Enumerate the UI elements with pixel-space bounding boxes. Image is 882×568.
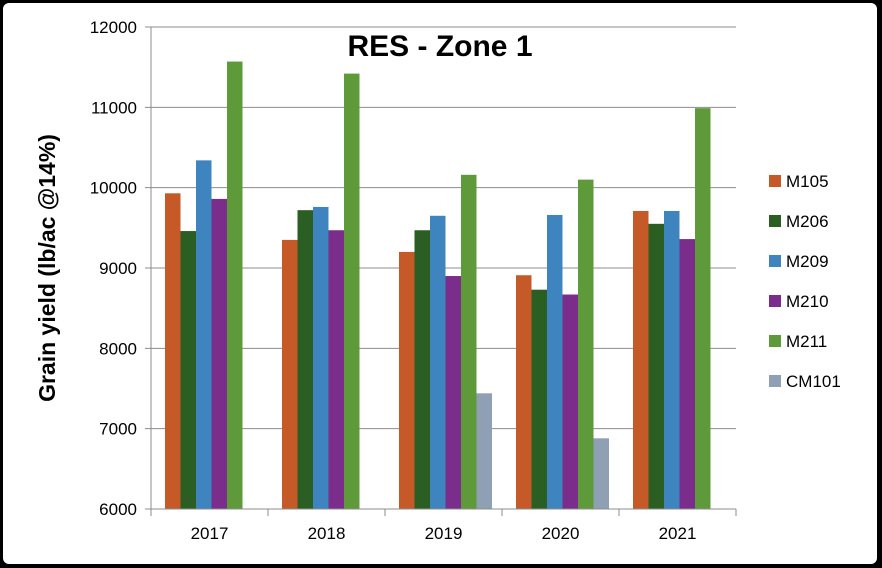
bar-m210-2019	[445, 276, 461, 509]
bar-m211-2021	[695, 108, 711, 510]
legend-swatch-m210	[769, 295, 781, 307]
legend-swatch-m105	[769, 175, 781, 187]
bars	[165, 61, 711, 510]
bar-cm101-2019	[476, 393, 492, 509]
bar-m210-2021	[679, 239, 695, 509]
bar-m206-2020	[531, 289, 547, 509]
bar-m105-2020	[516, 275, 532, 509]
bar-m211-2017	[227, 61, 243, 509]
y-tick-label: 11000	[91, 98, 137, 117]
legend-swatch-cm101	[769, 375, 781, 387]
bar-m211-2020	[578, 179, 594, 509]
y-axis-label: Grain yield (lb/ac @14%)	[34, 134, 60, 402]
bar-m209-2019	[430, 215, 446, 510]
bar-m206-2019	[414, 230, 430, 509]
x-tick-label: 2019	[425, 524, 463, 543]
x-tick-labels: 2017 2018 2019 2020 2021	[191, 524, 697, 543]
chart-title: RES - Zone 1	[347, 30, 532, 63]
bar-m206-2017	[180, 231, 196, 509]
bar-m209-2017	[196, 160, 212, 509]
bar-m210-2020	[562, 294, 578, 509]
y-tick-label: 12000	[90, 18, 137, 37]
legend-swatch-m211	[769, 335, 781, 347]
y-tick-label: 9000	[99, 259, 137, 278]
bar-m210-2018	[328, 230, 344, 509]
bar-m210-2017	[211, 198, 227, 509]
y-tick-label: 10000	[90, 179, 137, 198]
legend-label-m105: M105	[786, 172, 829, 191]
axes	[150, 27, 737, 516]
bar-m105-2018	[282, 239, 298, 509]
y-tick-label: 8000	[99, 339, 137, 358]
bar-m206-2018	[297, 210, 313, 509]
legend-label-cm101: CM101	[786, 372, 841, 391]
x-tick-label: 2018	[308, 524, 346, 543]
legend: M105 M206 M209 M210 M211 CM101	[769, 172, 841, 391]
bar-cm101-2020	[593, 438, 609, 509]
legend-label-m206: M206	[786, 212, 829, 231]
bar-m105-2021	[633, 210, 649, 510]
y-tick-labels: 6000 7000 8000 9000 10000 11000 12000	[90, 18, 137, 519]
bar-m209-2018	[313, 206, 329, 510]
bar-m206-2021	[648, 223, 664, 510]
legend-swatch-m209	[769, 255, 781, 267]
x-tick-label: 2017	[191, 524, 229, 543]
y-tick-label: 6000	[99, 500, 137, 519]
bar-m209-2021	[664, 210, 680, 510]
legend-label-m210: M210	[786, 292, 829, 311]
legend-swatch-m206	[769, 215, 781, 227]
bar-m211-2019	[461, 174, 477, 509]
x-tick-label: 2021	[659, 524, 697, 543]
bar-m105-2019	[399, 251, 415, 509]
bar-m211-2018	[344, 73, 360, 510]
x-tick-label: 2020	[542, 524, 580, 543]
legend-label-m209: M209	[786, 252, 829, 271]
bar-m105-2017	[165, 193, 181, 510]
bar-m209-2020	[547, 214, 563, 510]
legend-label-m211: M211	[786, 332, 827, 351]
y-tick-label: 7000	[99, 420, 137, 439]
